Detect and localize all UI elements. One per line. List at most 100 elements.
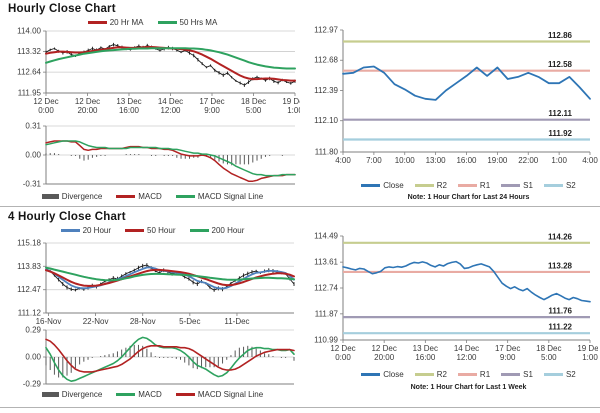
- four-hourly-macd-chart: 0.29 0.00 -0.29: [0, 326, 300, 390]
- section-divider: [0, 206, 600, 207]
- legend-label: R1: [479, 181, 491, 190]
- svg-text:113.32: 113.32: [17, 47, 41, 56]
- day-levels-note: Note: 1 Hour Chart for Last 24 Hours: [407, 194, 530, 201]
- page-bottom-divider: [0, 407, 600, 408]
- legend-item-r2: R2: [414, 370, 447, 379]
- svg-text:0.00: 0.00: [25, 353, 41, 362]
- svg-text:20:00: 20:00: [77, 106, 98, 115]
- svg-text:112.64: 112.64: [17, 68, 41, 77]
- svg-text:114.00: 114.00: [17, 27, 41, 36]
- legend-item-20-hour: 20 Hour: [60, 226, 112, 235]
- four-hourly-macd-legend: Divergence MACD MACD Signal Line: [0, 390, 305, 399]
- svg-text:111.87: 111.87: [315, 309, 339, 318]
- svg-text:112.86: 112.86: [548, 31, 573, 40]
- svg-text:14 Dec: 14 Dec: [158, 97, 183, 106]
- svg-text:111.22: 111.22: [548, 323, 572, 332]
- legend-label: MACD: [138, 390, 162, 399]
- legend-item-macd: MACD: [116, 390, 162, 399]
- legend-swatch: [41, 194, 59, 199]
- four-hourly-close-chart: 115.18 113.83 112.47 111.12 16-Nov 22-Nov 28-N…: [0, 237, 300, 327]
- svg-text:113.28: 113.28: [548, 261, 573, 270]
- legend-label: Divergence: [61, 390, 103, 399]
- svg-text:9:00: 9:00: [500, 353, 516, 362]
- legend-swatch: [501, 184, 521, 187]
- day-levels-legend: Close R2 R1 S1 S2: [345, 181, 592, 190]
- svg-text:7:00: 7:00: [366, 156, 382, 165]
- svg-text:18 Dec: 18 Dec: [536, 344, 561, 353]
- svg-text:112.10: 112.10: [314, 116, 338, 125]
- svg-text:0.29: 0.29: [25, 326, 41, 335]
- legend-label: S1: [523, 370, 533, 379]
- legend-item-close: Close: [361, 181, 404, 190]
- legend-item-50-hrs-ma: 50 Hrs MA: [157, 18, 218, 27]
- svg-text:-0.31: -0.31: [23, 180, 42, 189]
- svg-text:111.76: 111.76: [548, 307, 572, 316]
- svg-text:112.97: 112.97: [314, 26, 338, 35]
- legend-swatch: [189, 229, 209, 232]
- legend-label: R2: [436, 181, 447, 190]
- svg-text:13 Dec: 13 Dec: [116, 97, 141, 106]
- legend-item-200-hour: 200 Hour: [189, 226, 245, 235]
- svg-text:112.68: 112.68: [314, 56, 338, 65]
- svg-text:13:00: 13:00: [426, 156, 447, 165]
- hourly-close-legend: 20 Hr MA 50 Hrs MA: [0, 18, 305, 27]
- legend-item-macd-signal-line: MACD Signal Line: [175, 192, 263, 201]
- legend-swatch: [60, 229, 80, 232]
- legend-label: 20 Hour: [82, 226, 112, 235]
- legend-swatch: [457, 373, 477, 376]
- legend-swatch: [457, 184, 477, 187]
- svg-text:0.31: 0.31: [25, 122, 41, 131]
- svg-text:28-Nov: 28-Nov: [130, 317, 156, 326]
- legend-label: S2: [565, 181, 576, 190]
- legend-swatch: [116, 195, 136, 198]
- svg-text:19 Dec: 19 Dec: [577, 344, 598, 353]
- legend-item-s1: S1: [501, 181, 533, 190]
- four-hourly-close-chart-title: 4 Hourly Close Chart: [8, 211, 126, 223]
- svg-text:12 Dec: 12 Dec: [371, 344, 396, 353]
- legend-item-20-hr-ma: 20 Hr MA: [87, 18, 144, 27]
- svg-text:20:00: 20:00: [374, 353, 395, 362]
- legend-swatch: [157, 21, 177, 24]
- svg-text:17 Dec: 17 Dec: [199, 97, 224, 106]
- hourly-close-chart-title: Hourly Close Chart: [8, 3, 116, 15]
- svg-text:4:00: 4:00: [582, 156, 598, 165]
- legend-swatch: [87, 21, 107, 24]
- svg-text:5-Dec: 5-Dec: [179, 317, 200, 326]
- svg-text:112.58: 112.58: [548, 60, 573, 69]
- svg-text:12 Dec: 12 Dec: [330, 344, 355, 353]
- legend-item-close: Close: [361, 370, 404, 379]
- svg-text:111.92: 111.92: [548, 129, 572, 138]
- week-levels-note: Note: 1 Hour Chart for Last 1 Week: [410, 384, 527, 391]
- legend-label: MACD Signal Line: [197, 390, 264, 399]
- legend-label: 200 Hour: [211, 226, 245, 235]
- legend-swatch: [175, 393, 195, 396]
- legend-label: R2: [436, 370, 447, 379]
- svg-text:112.74: 112.74: [314, 284, 338, 293]
- svg-text:16:00: 16:00: [456, 156, 477, 165]
- legend-label: 20 Hr MA: [109, 18, 144, 27]
- svg-text:22:00: 22:00: [518, 156, 539, 165]
- hourly-macd-svg: 0.31 0.00 -0.31: [23, 122, 296, 189]
- legend-item-macd-signal-line: MACD Signal Line: [175, 390, 264, 399]
- svg-text:112.11: 112.11: [548, 109, 572, 118]
- legend-swatch: [543, 184, 563, 187]
- legend-swatch: [361, 373, 381, 376]
- legend-item-macd: MACD: [116, 192, 162, 201]
- legend-label: S1: [523, 181, 533, 190]
- svg-text:1:00: 1:00: [582, 353, 598, 362]
- svg-text:113.83: 113.83: [17, 262, 41, 271]
- svg-text:10:00: 10:00: [395, 156, 416, 165]
- legend-label: Close: [383, 181, 404, 190]
- legend-swatch: [543, 373, 563, 376]
- legend-label: R1: [479, 370, 491, 379]
- svg-text:111.95: 111.95: [18, 89, 42, 98]
- svg-text:16:00: 16:00: [119, 106, 140, 115]
- svg-text:12:00: 12:00: [160, 106, 181, 115]
- svg-text:1:00: 1:00: [287, 106, 300, 115]
- legend-label: 50 Hrs MA: [179, 18, 218, 27]
- svg-text:18 Dec: 18 Dec: [241, 97, 266, 106]
- legend-item-s1: S1: [501, 370, 533, 379]
- legend-swatch: [414, 373, 434, 376]
- hourly-close-chart: 114.00 113.32 112.64 111.95 12 Dec 0:00 12 Dec…: [0, 27, 308, 119]
